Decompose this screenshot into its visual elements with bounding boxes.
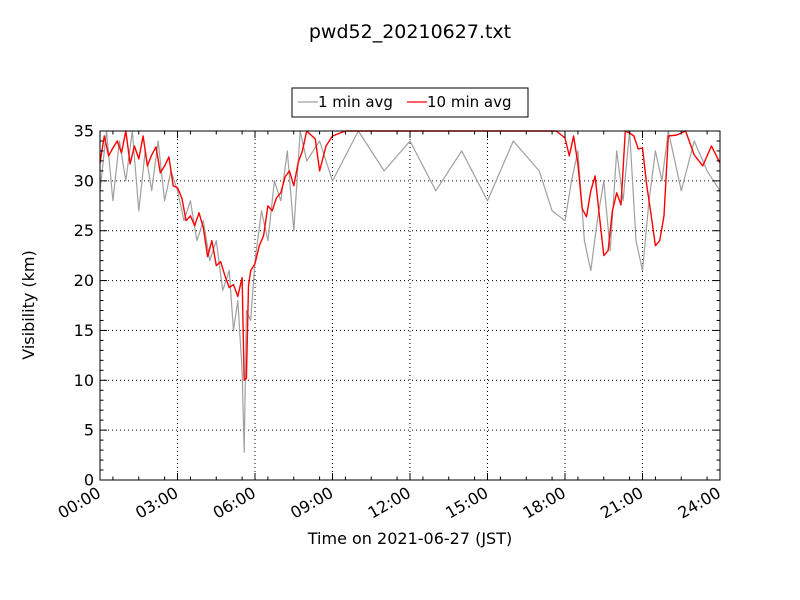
x-tick-label: 00:00 <box>55 483 104 523</box>
series-line-10min-avg <box>99 130 721 381</box>
x-tick-label: 15:00 <box>442 483 491 523</box>
y-tick-label: 5 <box>84 421 94 440</box>
x-axis-label: Time on 2021-06-27 (JST) <box>307 529 512 548</box>
x-tick-label: 03:00 <box>132 483 181 523</box>
x-tick-label: 06:00 <box>210 483 259 523</box>
y-tick-label: 10 <box>74 371 94 390</box>
x-tick-label: 12:00 <box>365 483 414 523</box>
y-tick-label: 30 <box>74 171 94 190</box>
legend-label-10min: 10 min avg <box>427 93 512 111</box>
chart-title: pwd52_20210627.txt <box>309 21 511 43</box>
y-axis-label: Visibility (km) <box>19 250 38 359</box>
legend: 1 min avg 10 min avg <box>291 87 529 118</box>
y-tick-label: 25 <box>74 221 94 240</box>
grid <box>100 131 720 480</box>
y-tick-label: 0 <box>84 471 94 490</box>
y-tick-label: 15 <box>74 321 94 340</box>
y-tick-label: 20 <box>74 271 94 290</box>
x-tick-label: 09:00 <box>287 483 336 523</box>
x-tick-label: 21:00 <box>597 483 646 523</box>
series-layer <box>99 130 721 453</box>
y-tick-label: 35 <box>74 122 94 141</box>
x-tick-label: 18:00 <box>520 483 569 523</box>
ticks: 00:00 03:00 06:00 09:00 12:00 15:00 18:00 21:00… <box>55 122 724 523</box>
x-tick-label: 24:00 <box>675 483 724 523</box>
legend-label-1min: 1 min avg <box>318 93 393 111</box>
